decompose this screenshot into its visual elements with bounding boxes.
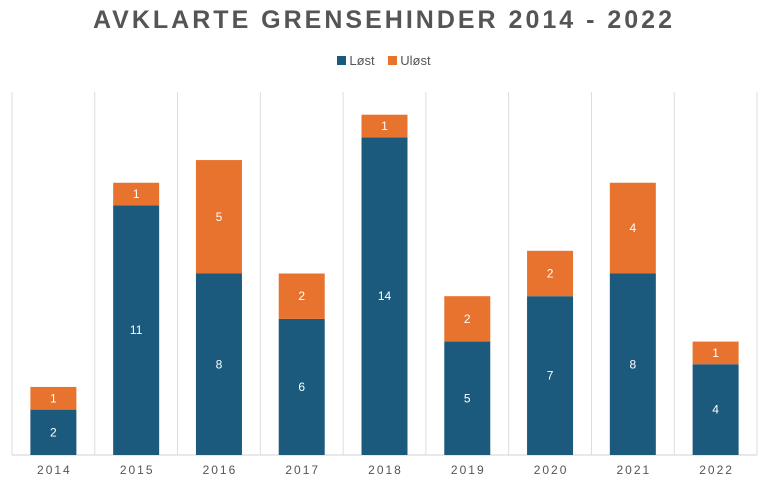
data-label: 4 [712, 403, 719, 417]
data-label: 6 [298, 380, 305, 394]
bar-losst-2019 [444, 341, 491, 455]
bar-losst-2022 [692, 364, 739, 455]
bar-losst-2014 [30, 409, 77, 455]
data-label: 4 [629, 221, 636, 235]
bar-losst-2017 [278, 318, 325, 455]
data-label: 1 [712, 346, 719, 360]
x-tick-label: 2022 [699, 463, 734, 477]
data-label: 11 [130, 323, 143, 337]
bar-ulost-2020 [527, 250, 574, 297]
x-tick-label: 2014 [37, 463, 72, 477]
bar-ulost-2015 [113, 182, 160, 206]
x-tick-label: 2018 [368, 463, 403, 477]
x-tick-label: 2020 [534, 463, 569, 477]
data-label: 5 [216, 210, 223, 224]
legend: Løst Uløst [0, 53, 768, 68]
legend-item-losst: Løst [337, 53, 375, 68]
bar-ulost-2019 [444, 296, 491, 342]
bar-ulost-2017 [278, 273, 325, 319]
x-tick-label: 2015 [120, 463, 155, 477]
bar-ulost-2021 [609, 182, 656, 274]
bar-losst-2021 [609, 273, 656, 455]
bar-ulost-2022 [692, 341, 739, 365]
data-label: 2 [298, 289, 305, 303]
legend-swatch [337, 56, 347, 65]
legend-label: Uløst [400, 53, 431, 68]
x-tick-label: 2017 [285, 463, 320, 477]
data-label: 1 [133, 187, 140, 201]
data-label: 2 [464, 312, 471, 326]
bar-ulost-2014 [30, 386, 77, 410]
bar-losst-2020 [527, 296, 574, 455]
bar-ulost-2016 [195, 160, 242, 274]
data-label: 1 [381, 119, 388, 133]
bar-losst-2015 [113, 205, 160, 455]
chart-title: AVKLARTE GRENSEHINDER 2014 - 2022 [92, 6, 675, 34]
data-label: 1 [50, 391, 57, 405]
legend-item-ulost: Uløst [388, 53, 431, 68]
data-label: 5 [464, 391, 471, 405]
data-label: 8 [629, 357, 636, 371]
data-label: 2 [50, 425, 57, 439]
bar-losst-2016 [195, 273, 242, 455]
x-tick-label: 2016 [203, 463, 238, 477]
data-label: 14 [378, 289, 392, 303]
x-tick-label: 2021 [616, 463, 651, 477]
data-label: 2 [547, 267, 554, 281]
data-label: 8 [216, 357, 223, 371]
legend-swatch [388, 56, 398, 65]
x-tick-label: 2019 [451, 463, 486, 477]
bar-ulost-2018 [361, 114, 408, 138]
data-label: 7 [547, 369, 554, 383]
bar-losst-2018 [361, 137, 408, 455]
legend-label: Løst [349, 53, 375, 68]
